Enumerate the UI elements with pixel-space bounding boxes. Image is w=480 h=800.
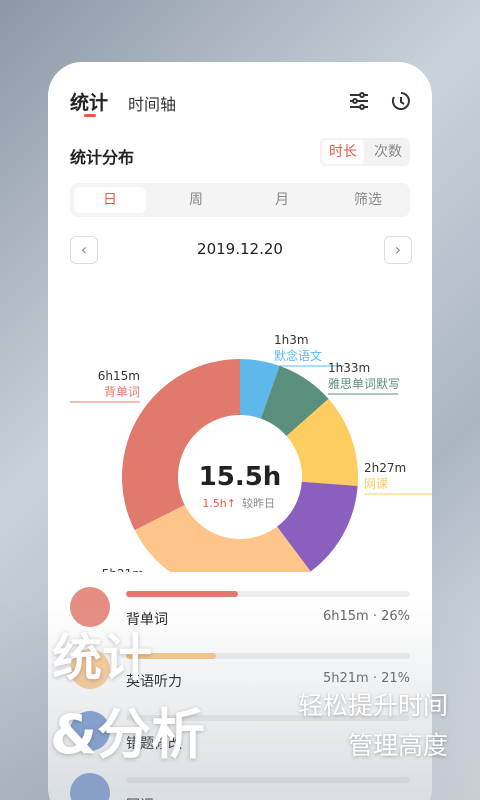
- progress-fill: [126, 653, 217, 659]
- filter-icon[interactable]: [348, 90, 370, 112]
- donut-slice: [277, 481, 358, 572]
- donut-slice: [134, 504, 311, 572]
- progress-track: [126, 591, 410, 597]
- section-title: 统计分布: [70, 148, 135, 167]
- slice-value: 5h21m: [102, 567, 144, 572]
- slice-name: 雅思单词默写: [328, 376, 400, 391]
- slice-value: 1h3m: [274, 333, 309, 347]
- item-name: 错题修改: [126, 733, 182, 753]
- prev-button[interactable]: ‹: [70, 236, 98, 264]
- progress-track: [126, 777, 410, 783]
- item-icon: [70, 587, 110, 627]
- change: 1.5h↑: [202, 497, 236, 510]
- donut-slice: [240, 359, 280, 419]
- slice-value: 2h27m: [364, 461, 406, 475]
- center-value: 15.5h: [199, 462, 282, 492]
- item-value: 5h21m · 21%: [323, 671, 410, 686]
- promo-title: 统计: [52, 629, 152, 687]
- tab-indicator: [84, 114, 96, 117]
- progress-track: [126, 653, 410, 659]
- promo-sub: 管理高度: [347, 731, 448, 760]
- tab[interactable]: 时间轴: [128, 95, 177, 114]
- toggle-option[interactable]: 时长: [322, 140, 364, 164]
- progress-track: [126, 715, 410, 721]
- period-option[interactable]: 筛选: [354, 192, 382, 208]
- slice-name: 背单词: [104, 385, 140, 399]
- item-value: 6h15m · 26%: [323, 609, 410, 624]
- tab[interactable]: 统计: [70, 92, 109, 114]
- item-icon: [70, 649, 110, 689]
- slice-value: 6h15m: [98, 369, 140, 383]
- progress-fill: [126, 591, 238, 597]
- fade: [0, 600, 480, 800]
- item-name: 背单词: [126, 609, 168, 629]
- change-caption: 较昨日: [242, 496, 275, 510]
- slice-value: 1h33m: [328, 361, 370, 375]
- item-name: 英语听力: [126, 671, 182, 691]
- slice-name: 默念语文: [274, 348, 322, 363]
- period-option[interactable]: 日: [103, 192, 117, 208]
- promo-title: &分析: [50, 703, 206, 766]
- date: 2019.12.20: [197, 240, 283, 258]
- period-option[interactable]: 周: [189, 192, 203, 208]
- item-icon: [70, 711, 110, 751]
- donut-slice: [286, 398, 358, 486]
- slice-name: 网课: [364, 477, 388, 491]
- toggle-option[interactable]: 次数: [374, 144, 402, 160]
- donut-chart: 1h3m默念语文1h33m雅思单词默写2h27m网课2h37m错题修改5h21m…: [70, 333, 432, 572]
- promo-sub: 轻松提升时间: [297, 691, 448, 720]
- item-name: 网课: [126, 795, 154, 800]
- period-option[interactable]: 月: [275, 192, 289, 208]
- period-selected: [74, 187, 146, 213]
- history-icon[interactable]: [390, 90, 412, 112]
- item-icon: [70, 773, 110, 800]
- donut-slice: [122, 359, 240, 531]
- next-button[interactable]: ›: [384, 236, 412, 264]
- donut-slice: [260, 365, 329, 436]
- card: 统计 时间轴 统计分布 时长 次数 日 周 月 筛选 ‹ › 2019.12.20 1…: [48, 62, 432, 800]
